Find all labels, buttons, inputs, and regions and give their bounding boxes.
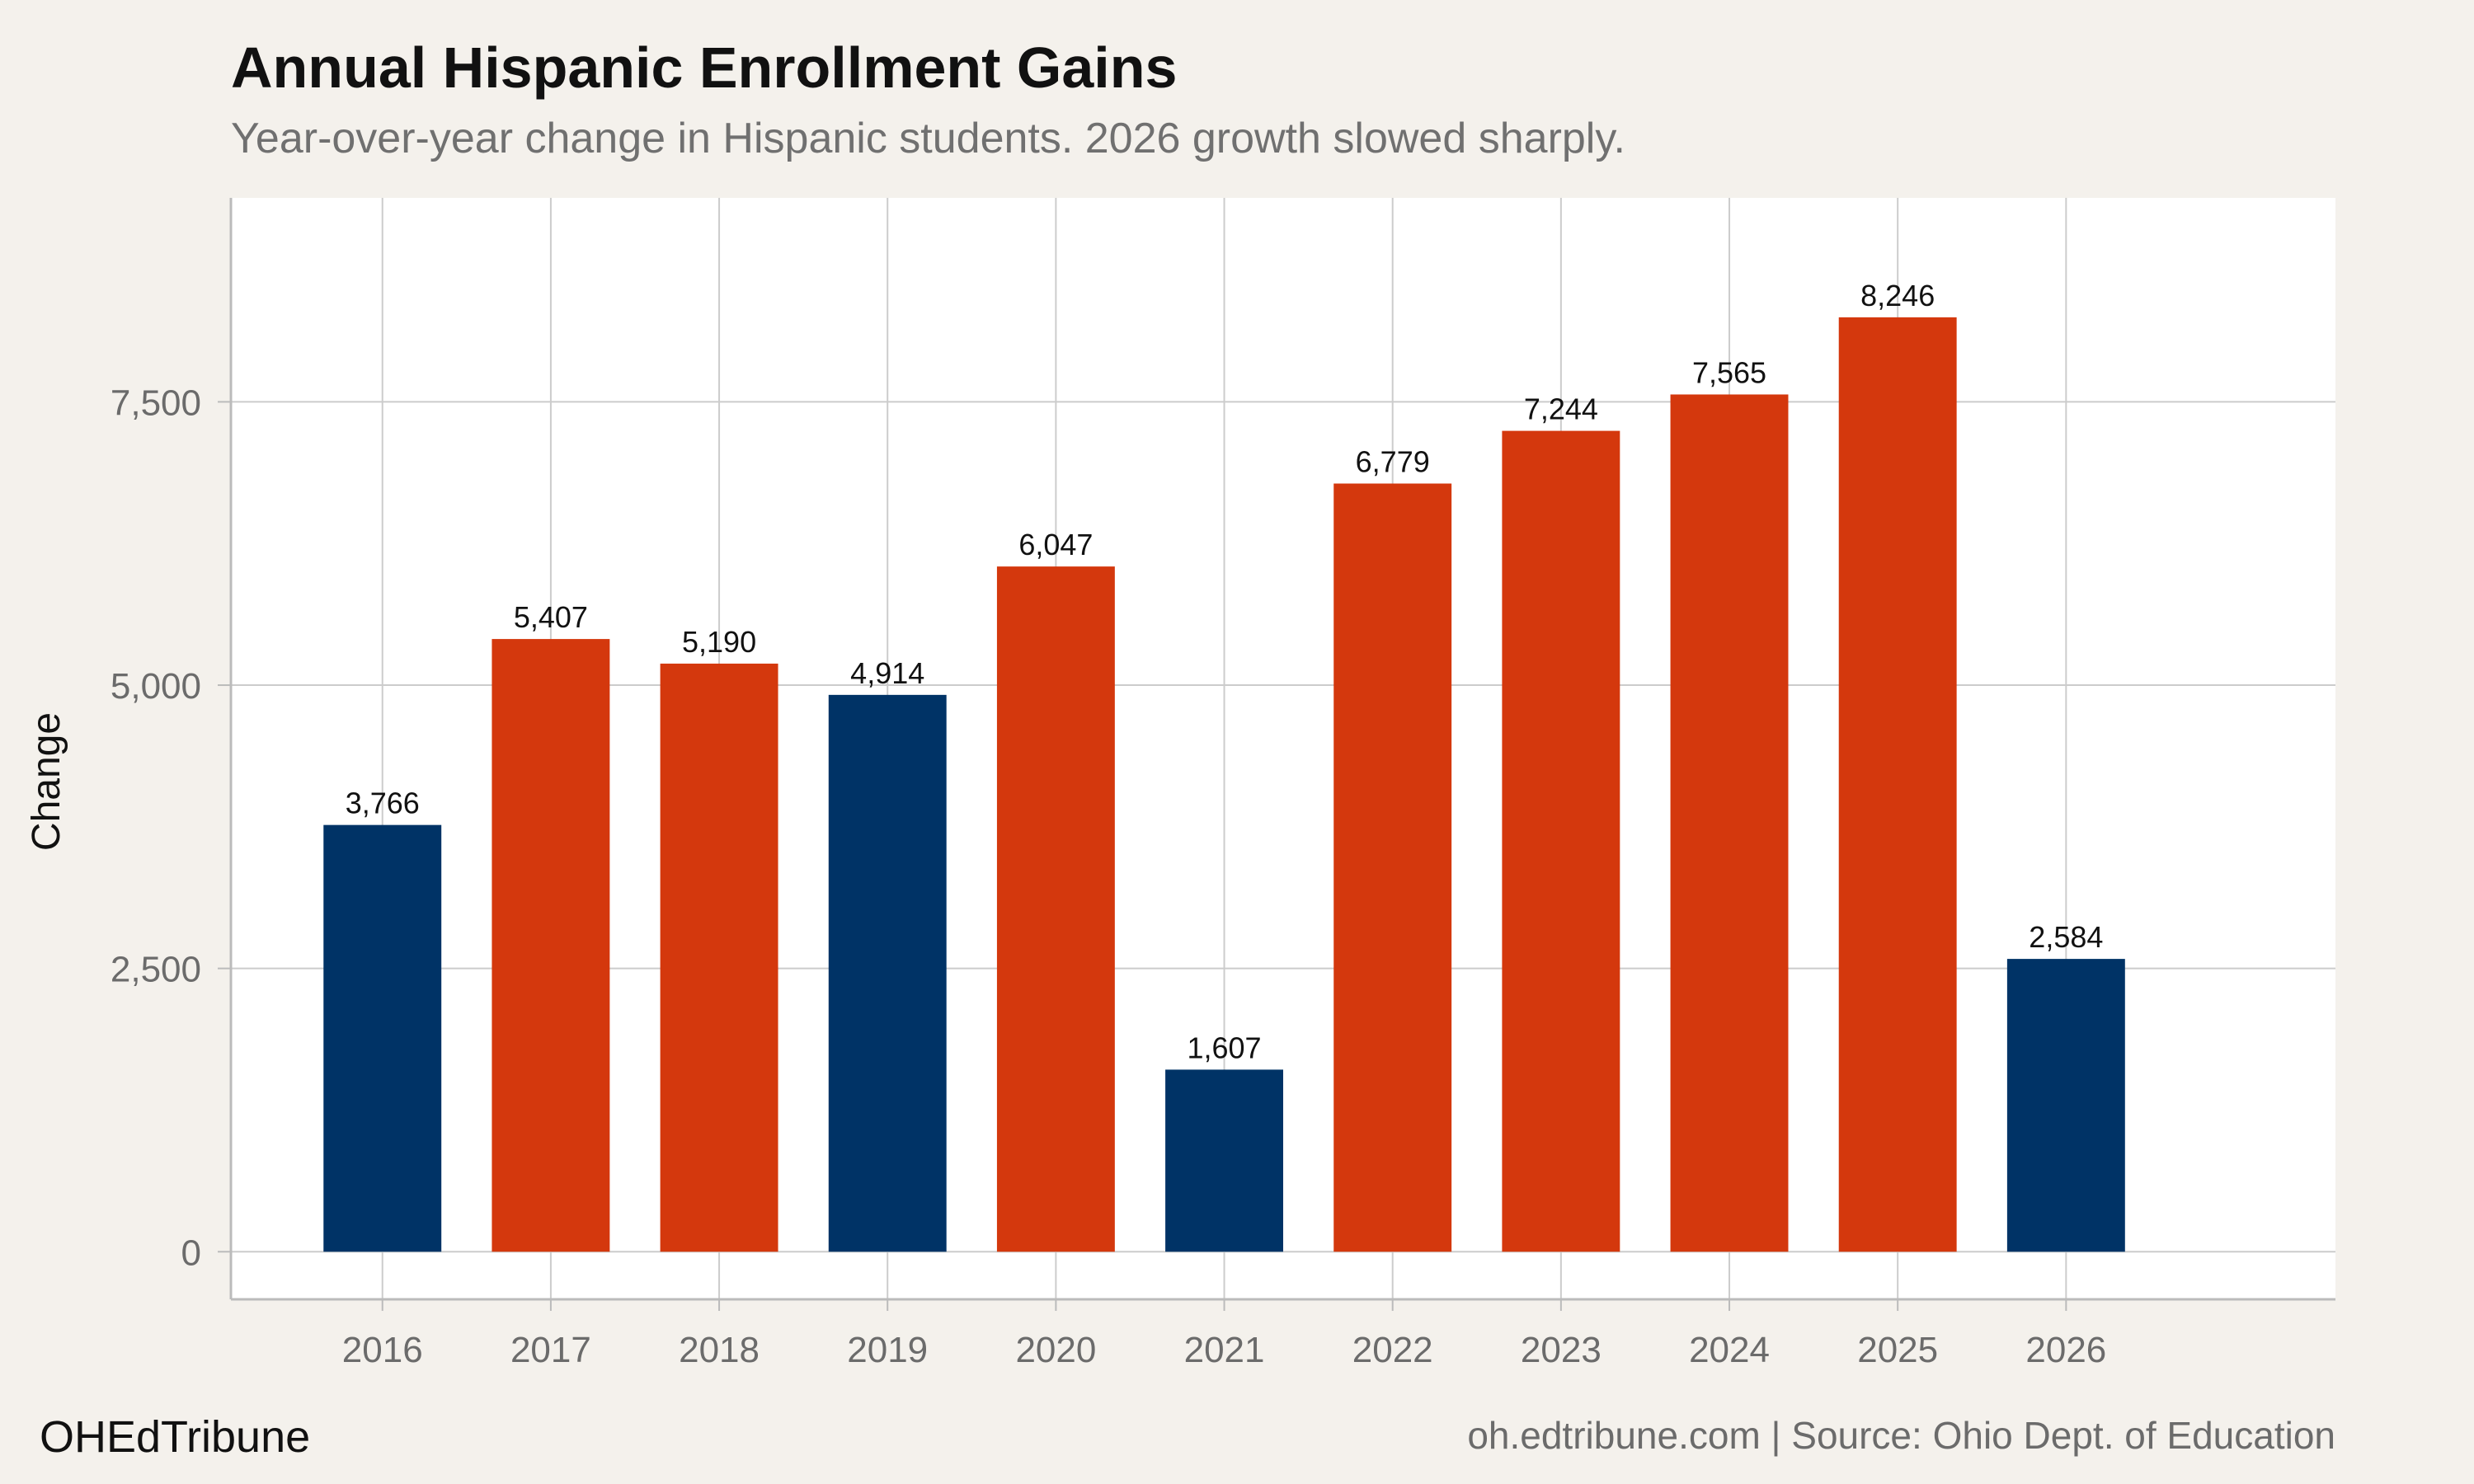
y-tick-label: 2,500 (111, 950, 201, 990)
bar-2018 (660, 663, 778, 1252)
bar-value-label: 7,244 (1524, 392, 1598, 426)
bar-2025 (1838, 317, 1957, 1252)
x-tick-label: 2023 (1521, 1330, 1602, 1370)
y-tick-label: 5,000 (111, 666, 201, 707)
bar-2024 (1670, 394, 1789, 1252)
bar-value-label: 4,914 (850, 656, 924, 690)
x-tick-label: 2022 (1352, 1330, 1433, 1370)
x-tick-label: 2024 (1689, 1330, 1770, 1370)
x-tick-label: 2025 (1857, 1330, 1938, 1370)
brand-name: OHEdTribune (40, 1412, 311, 1462)
y-tick-label: 0 (181, 1233, 201, 1273)
bar-layer: 3,766 5,407 5,190 4,914 6,047 1,607 6,779 7,244… (323, 279, 2125, 1252)
x-tick-label: 2026 (2025, 1330, 2106, 1370)
bar-value-label: 7,565 (1692, 355, 1766, 389)
x-tick-label: 2017 (510, 1330, 591, 1370)
bar-2022 (1333, 483, 1452, 1252)
bar-2016 (323, 824, 442, 1252)
bar-2017 (492, 639, 610, 1252)
bar-2020 (996, 566, 1115, 1252)
x-tick-label: 2019 (847, 1330, 928, 1370)
x-tick-label: 2021 (1184, 1330, 1265, 1370)
bar-value-label: 5,407 (514, 600, 588, 634)
bar-2023 (1502, 430, 1620, 1252)
y-tick-label: 7,500 (111, 383, 201, 423)
x-tick-label: 2018 (679, 1330, 760, 1370)
x-tick-label: 2020 (1015, 1330, 1096, 1370)
bar-value-label: 5,190 (682, 625, 756, 659)
source-credit: oh.edtribune.com | Source: Ohio Dept. of… (1467, 1414, 2335, 1457)
axis-layer: 0 2,500 5,000 7,500 2016 2017 2018 2019 2020 2021… (111, 198, 2335, 1370)
bar-2021 (1165, 1069, 1283, 1252)
bar-value-label: 6,047 (1018, 528, 1093, 561)
bar-value-label: 1,607 (1187, 1031, 1261, 1064)
bar-value-label: 6,779 (1356, 445, 1430, 479)
bar-2019 (828, 694, 947, 1252)
y-axis-title: Change (25, 712, 68, 851)
chart-title: Annual Hispanic Enrollment Gains (231, 35, 1178, 100)
bar-value-label: 8,246 (1860, 279, 1935, 312)
bar-2026 (2006, 959, 2125, 1252)
chart-subtitle: Year-over-year change in Hispanic studen… (231, 115, 1625, 162)
bar-value-label: 2,584 (2029, 920, 2103, 954)
x-tick-label: 2016 (342, 1330, 423, 1370)
bar-value-label: 3,766 (346, 787, 420, 820)
